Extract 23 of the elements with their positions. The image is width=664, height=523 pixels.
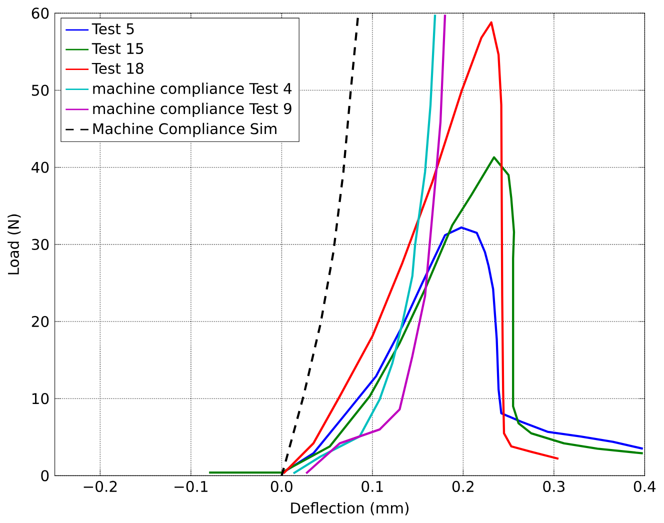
x-tick-label: 0.0 bbox=[270, 480, 292, 492]
y-tick-label: 0 bbox=[41, 470, 49, 482]
y-axis-title: Load (N) bbox=[8, 214, 21, 274]
y-tick-label: 10 bbox=[32, 393, 49, 404]
x-axis-title: Deflection (mm) bbox=[291, 502, 408, 516]
x-tick-label: −0.1 bbox=[174, 480, 208, 492]
x-tick-label: 0.3 bbox=[543, 480, 564, 492]
y-tick-label: 40 bbox=[32, 162, 49, 173]
y-tick-label: 60 bbox=[32, 8, 49, 19]
legend-label: machine compliance Test 4 bbox=[93, 82, 292, 97]
y-tick-label: 50 bbox=[32, 84, 49, 96]
legend-label: machine compliance Test 9 bbox=[93, 102, 292, 118]
x-tick-label: 0.1 bbox=[362, 480, 383, 492]
x-tick-label: −0.2 bbox=[84, 480, 117, 492]
legend-label: Test 18 bbox=[92, 62, 144, 74]
legend-label: Machine Compliance Sim bbox=[93, 122, 276, 138]
line-series bbox=[282, 21, 560, 475]
legend-label: Test 15 bbox=[92, 43, 144, 54]
x-tick-label: 0.4 bbox=[634, 480, 656, 492]
y-tick-label: 20 bbox=[32, 316, 49, 328]
x-tick-label: 0.2 bbox=[452, 480, 474, 492]
y-tick-label: 30 bbox=[32, 238, 49, 250]
legend-label: Test 5 bbox=[92, 23, 134, 34]
